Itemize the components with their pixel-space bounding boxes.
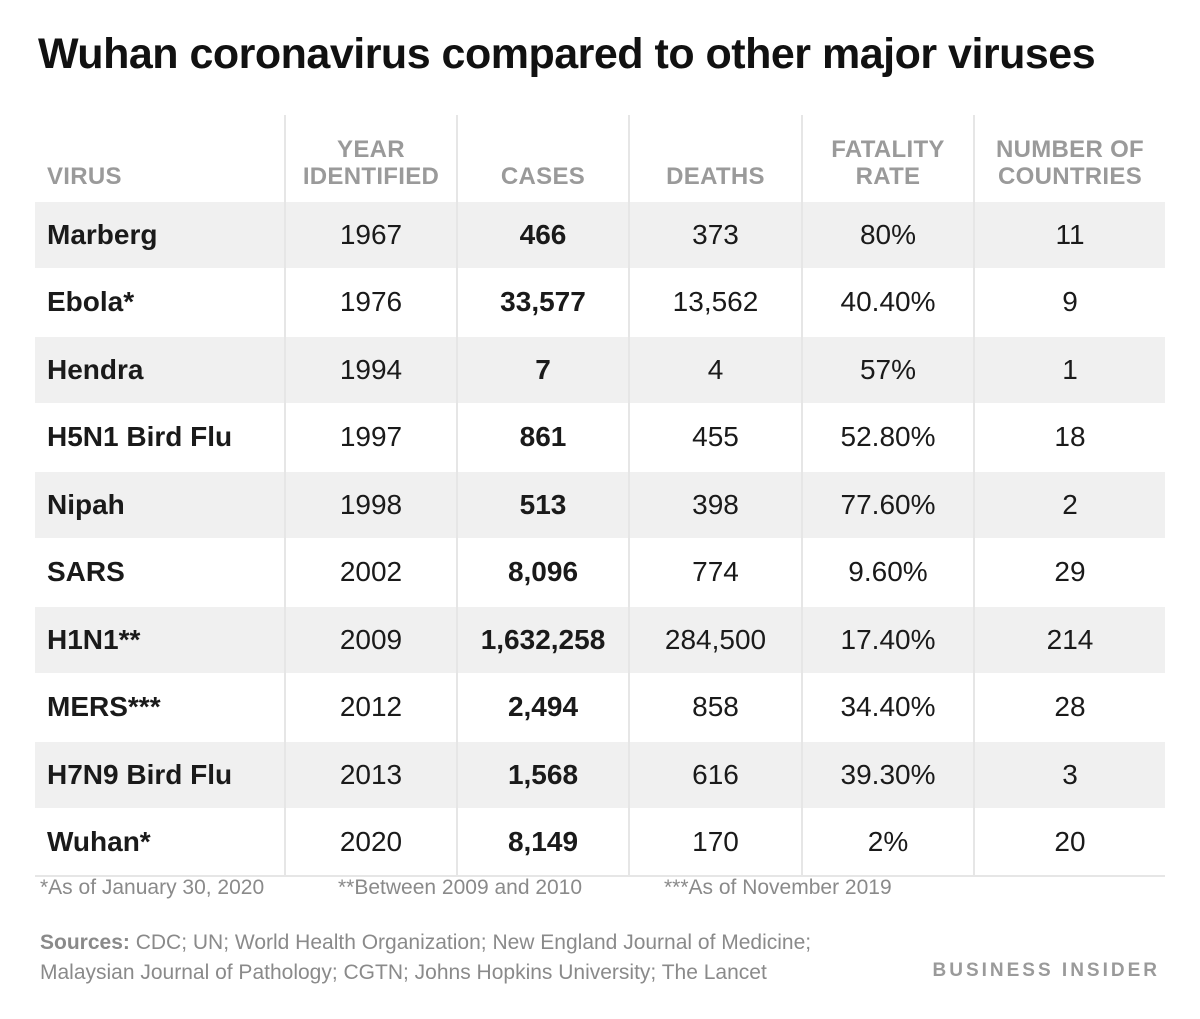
cell-year-identified: 2012: [284, 672, 457, 741]
table-row: Ebola* 1976 33,577 13,562 40.40% 9: [35, 267, 1165, 336]
cell-fatality-rate: 77.60%: [801, 470, 974, 539]
cell-fatality-rate: 9.60%: [801, 537, 974, 606]
cell-virus: Wuhan*: [35, 807, 285, 877]
cell-virus: H5N1 Bird Flu: [35, 402, 285, 471]
cell-deaths: 170: [628, 807, 802, 877]
table-row: Marberg 1967 466 373 80% 11: [35, 200, 1165, 269]
table-row: Wuhan* 2020 8,149 170 2% 20: [35, 807, 1165, 877]
header-year-identified: YEAR IDENTIFIED: [284, 115, 457, 201]
business-insider-logo: BUSINESS INSIDER: [932, 960, 1160, 981]
cell-deaths: 284,500: [628, 605, 802, 674]
footnotes: *As of January 30, 2020 **Between 2009 an…: [40, 876, 892, 900]
cell-cases: 8,149: [456, 807, 629, 877]
cell-virus: H7N9 Bird Flu: [35, 740, 285, 809]
cell-fatality-rate: 39.30%: [801, 740, 974, 809]
footnote-triple-asterisk: ***As of November 2019: [664, 876, 892, 899]
chart-title: Wuhan coronavirus compared to other majo…: [38, 30, 1096, 78]
cell-deaths: 455: [628, 402, 802, 471]
cell-virus: MERS***: [35, 672, 285, 741]
cell-deaths: 4: [628, 335, 802, 404]
header-deaths: DEATHS: [628, 115, 802, 201]
cell-cases: 1,568: [456, 740, 629, 809]
cell-fatality-rate: 34.40%: [801, 672, 974, 741]
cell-deaths: 398: [628, 470, 802, 539]
table-row: H1N1** 2009 1,632,258 284,500 17.40% 214: [35, 605, 1165, 674]
cell-number-of-countries: 28: [973, 672, 1165, 741]
table-row: Nipah 1998 513 398 77.60% 2: [35, 470, 1165, 539]
cell-cases: 1,632,258: [456, 605, 629, 674]
table-row: H5N1 Bird Flu 1997 861 455 52.80% 18: [35, 402, 1165, 471]
cell-cases: 466: [456, 200, 629, 269]
cell-deaths: 373: [628, 200, 802, 269]
cell-number-of-countries: 1: [973, 335, 1165, 404]
cell-number-of-countries: 11: [973, 200, 1165, 269]
cell-cases: 33,577: [456, 267, 629, 336]
virus-comparison-table: VIRUS YEAR IDENTIFIED CASES DEATHS FATALI…: [35, 115, 1165, 877]
cell-number-of-countries: 29: [973, 537, 1165, 606]
cell-year-identified: 2009: [284, 605, 457, 674]
cell-number-of-countries: 9: [973, 267, 1165, 336]
header-fatality-rate: FATALITY RATE: [801, 115, 974, 201]
cell-deaths: 616: [628, 740, 802, 809]
cell-virus: Nipah: [35, 470, 285, 539]
sources-line-1: Sources: CDC; UN; World Health Organizat…: [40, 928, 811, 958]
header-number-of-countries: NUMBER OF COUNTRIES: [973, 115, 1165, 201]
cell-fatality-rate: 52.80%: [801, 402, 974, 471]
cell-year-identified: 2002: [284, 537, 457, 606]
cell-virus: Ebola*: [35, 267, 285, 336]
table-row: MERS*** 2012 2,494 858 34.40% 28: [35, 672, 1165, 741]
cell-year-identified: 2013: [284, 740, 457, 809]
cell-cases: 2,494: [456, 672, 629, 741]
cell-deaths: 858: [628, 672, 802, 741]
sources-label: Sources:: [40, 931, 130, 954]
footnote-double-asterisk: **Between 2009 and 2010: [338, 876, 583, 899]
table-row: SARS 2002 8,096 774 9.60% 29: [35, 537, 1165, 606]
cell-fatality-rate: 17.40%: [801, 605, 974, 674]
cell-virus: Hendra: [35, 335, 285, 404]
cell-year-identified: 2020: [284, 807, 457, 877]
cell-fatality-rate: 2%: [801, 807, 974, 877]
cell-fatality-rate: 40.40%: [801, 267, 974, 336]
sources: Sources: CDC; UN; World Health Organizat…: [40, 928, 811, 988]
cell-year-identified: 1967: [284, 200, 457, 269]
cell-number-of-countries: 20: [973, 807, 1165, 877]
sources-line-2: Malaysian Journal of Pathology; CGTN; Jo…: [40, 961, 767, 984]
cell-fatality-rate: 57%: [801, 335, 974, 404]
table-row: Hendra 1994 7 4 57% 1: [35, 335, 1165, 404]
cell-deaths: 774: [628, 537, 802, 606]
cell-year-identified: 1994: [284, 335, 457, 404]
cell-cases: 861: [456, 402, 629, 471]
table-header-row: VIRUS YEAR IDENTIFIED CASES DEATHS FATALI…: [35, 115, 1165, 201]
footnote-single-asterisk: *As of January 30, 2020: [40, 876, 265, 899]
cell-number-of-countries: 3: [973, 740, 1165, 809]
header-virus: VIRUS: [47, 163, 122, 190]
header-cases: CASES: [456, 115, 629, 201]
cell-year-identified: 1976: [284, 267, 457, 336]
cell-cases: 513: [456, 470, 629, 539]
cell-year-identified: 1997: [284, 402, 457, 471]
cell-deaths: 13,562: [628, 267, 802, 336]
sources-text-1: CDC; UN; World Health Organization; New …: [129, 931, 812, 954]
cell-fatality-rate: 80%: [801, 200, 974, 269]
cell-virus: SARS: [35, 537, 285, 606]
cell-number-of-countries: 214: [973, 605, 1165, 674]
cell-number-of-countries: 2: [973, 470, 1165, 539]
cell-virus: H1N1**: [35, 605, 285, 674]
cell-virus: Marberg: [35, 200, 285, 269]
cell-cases: 8,096: [456, 537, 629, 606]
cell-cases: 7: [456, 335, 629, 404]
table-row: H7N9 Bird Flu 2013 1,568 616 39.30% 3: [35, 740, 1165, 809]
cell-number-of-countries: 18: [973, 402, 1165, 471]
cell-year-identified: 1998: [284, 470, 457, 539]
table-body: Marberg 1967 466 373 80% 11 Ebola* 1976 33,577 13…: [35, 200, 1165, 877]
